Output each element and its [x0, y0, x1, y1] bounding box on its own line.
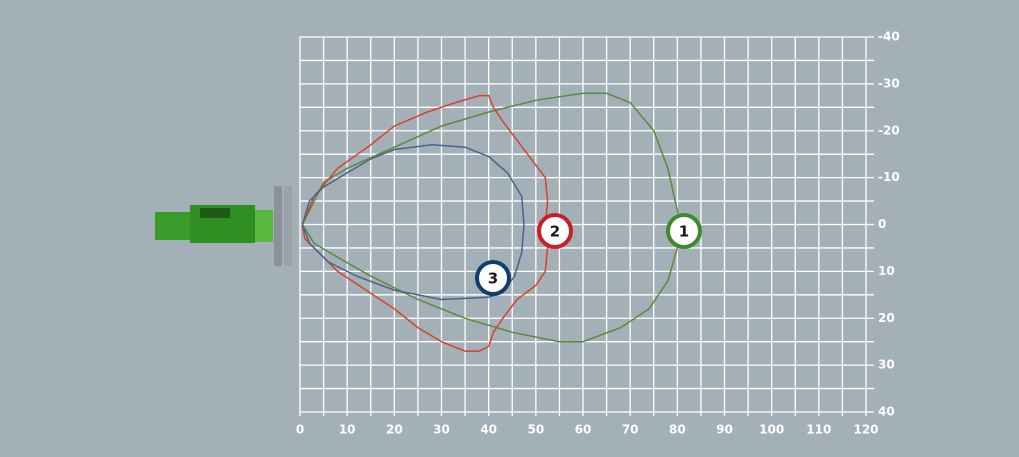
series-badge: [666, 213, 702, 249]
y-tick-label: 20: [878, 311, 895, 325]
series-line: [301, 94, 549, 352]
series-line: [301, 144, 525, 301]
y-tick-label: -40: [878, 30, 900, 44]
x-tick-label: 30: [433, 423, 450, 437]
x-tick-label: 100: [759, 423, 784, 437]
y-tick-label: -30: [878, 76, 900, 90]
x-tick-label: 50: [527, 423, 544, 437]
series-label: 1: [679, 223, 689, 241]
y-tick-label: 0: [878, 217, 886, 231]
series-label: 3: [488, 270, 498, 288]
series-label: 2: [550, 223, 560, 241]
x-tick-label: 60: [575, 423, 592, 437]
x-tick-label: 70: [622, 423, 639, 437]
y-tick-label: -10: [878, 170, 900, 184]
x-tick-label: 10: [339, 423, 356, 437]
x-tick-label: 120: [853, 423, 878, 437]
tractor-icon: [155, 186, 292, 266]
series-badge: [475, 260, 511, 296]
x-tick-label: 80: [669, 423, 686, 437]
y-tick-label: 30: [878, 358, 895, 372]
series-badge: [537, 213, 573, 249]
x-tick-label: 110: [806, 423, 831, 437]
y-tick-label: -20: [878, 123, 900, 137]
y-tick-label: 10: [878, 264, 895, 278]
x-tick-label: 90: [716, 423, 733, 437]
x-tick-label: 0: [296, 423, 304, 437]
x-tick-label: 40: [480, 423, 497, 437]
x-tick-label: 20: [386, 423, 403, 437]
y-tick-label: 40: [878, 405, 895, 419]
